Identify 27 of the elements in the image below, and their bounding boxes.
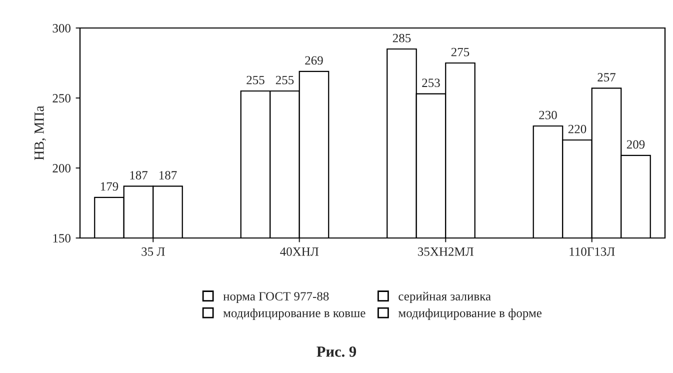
x-tick-label: 40ХНЛ <box>280 247 319 256</box>
x-tick-label: 35ХН2МЛ <box>418 247 474 256</box>
legend-label: серийная заливка <box>398 292 491 304</box>
data-label: 179 <box>100 182 118 191</box>
data-label: 275 <box>451 48 470 56</box>
y-tick-label: 250 <box>52 94 70 102</box>
data-label: 230 <box>539 110 557 120</box>
text: Рис. 9 <box>316 346 356 357</box>
legend-label: модифицирование в ковше <box>223 308 366 320</box>
x-tick-label: 35 Л <box>142 247 165 256</box>
legend-label: модифицирование в форме <box>398 308 542 320</box>
data-label: 255 <box>276 76 294 84</box>
y-tick-label: 200 <box>52 164 70 172</box>
data-label: 285 <box>392 34 411 42</box>
data-label: 253 <box>422 78 440 88</box>
data-label: 269 <box>305 56 323 65</box>
data-label: 187 <box>130 171 148 180</box>
x-tick-label: 110Г13Л <box>570 247 615 256</box>
y-axis-title: HB, МПа <box>34 106 46 160</box>
data-label: 209 <box>626 140 645 149</box>
y-tick-label: 300 <box>52 24 70 32</box>
data-label: 255 <box>246 76 264 84</box>
legend-label: норма ГОСТ 977-88 <box>223 292 329 304</box>
data-label: 257 <box>598 73 616 82</box>
data-label: 187 <box>159 171 177 180</box>
data-label: 220 <box>568 124 586 134</box>
y-tick-label: 150 <box>53 234 70 242</box>
